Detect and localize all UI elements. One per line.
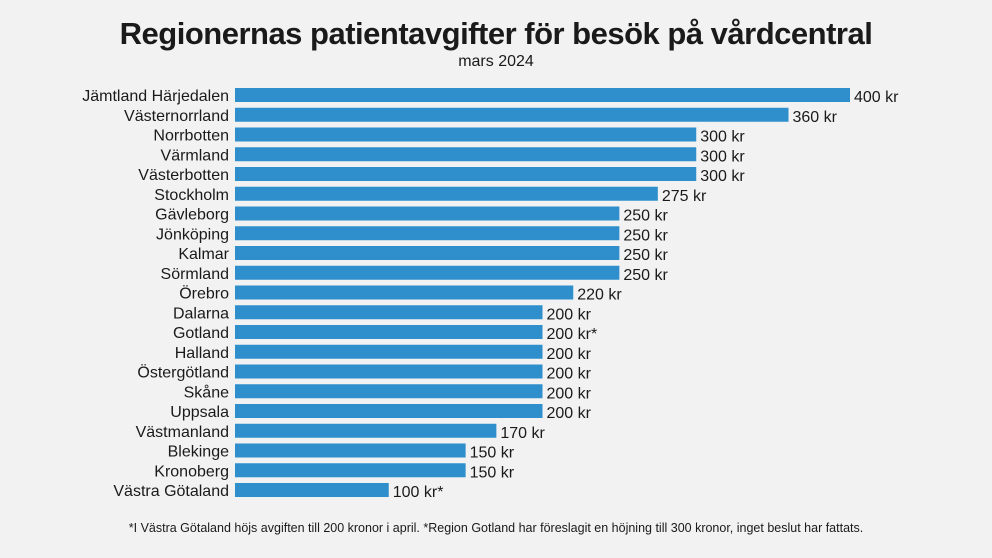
bar — [235, 127, 697, 142]
category-label: Västernorrland — [124, 108, 229, 125]
value-label: 220 kr — [577, 287, 622, 304]
category-label: Uppsala — [170, 404, 229, 421]
category-label: Kronoberg — [154, 463, 229, 480]
category-label: Gävleborg — [155, 207, 229, 224]
value-label: 250 kr — [623, 208, 668, 225]
value-label: 200 kr — [547, 405, 592, 422]
category-label: Västmanland — [136, 424, 229, 441]
value-label: 200 kr — [547, 385, 592, 402]
category-label: Stockholm — [154, 187, 229, 204]
bar — [235, 246, 620, 260]
chart-subtitle: mars 2024 — [458, 53, 534, 70]
bar — [235, 463, 466, 478]
bar — [235, 325, 543, 339]
value-label: 275 kr — [662, 188, 707, 205]
value-label: 150 kr — [470, 464, 515, 481]
category-label: Örebro — [179, 285, 229, 303]
bar — [235, 364, 543, 379]
value-label: 200 kr* — [547, 326, 598, 343]
bar — [235, 186, 658, 201]
category-label: Västra Götaland — [113, 483, 229, 500]
value-label: 300 kr — [700, 168, 745, 185]
category-label: Sörmland — [161, 266, 229, 283]
value-label: 400 kr — [854, 89, 899, 106]
category-label: Kalmar — [178, 246, 229, 263]
bar — [235, 206, 620, 221]
bar — [235, 107, 789, 122]
bar — [235, 305, 543, 320]
category-label: Östergötland — [137, 364, 229, 382]
value-label: 100 kr* — [393, 484, 444, 501]
bar — [235, 384, 543, 399]
value-label: 250 kr — [623, 227, 668, 244]
value-label: 200 kr — [547, 366, 592, 383]
bar — [235, 147, 697, 162]
category-label: Jämtland Härjedalen — [82, 88, 229, 105]
category-label: Norrbotten — [153, 128, 229, 145]
category-label: Halland — [175, 345, 229, 362]
bar — [235, 483, 389, 497]
category-label: Jönköping — [156, 226, 229, 243]
bar — [235, 285, 574, 300]
category-label: Dalarna — [173, 305, 229, 322]
bar — [235, 443, 466, 458]
value-label: 150 kr — [470, 445, 515, 462]
bar-chart: Jämtland Härjedalen 400 kr Västernorrland 3… — [82, 88, 899, 501]
bar — [235, 226, 620, 241]
value-label: 250 kr — [623, 247, 668, 264]
value-label: 200 kr — [547, 306, 592, 323]
category-label: Värmland — [161, 147, 229, 164]
value-label: 300 kr — [700, 129, 745, 146]
category-label: Blekinge — [168, 444, 229, 461]
value-label: 300 kr — [700, 148, 745, 165]
value-label: 250 kr — [623, 267, 668, 284]
category-label: Gotland — [173, 325, 229, 342]
bar — [235, 88, 850, 102]
bar — [235, 404, 543, 418]
category-label: Västerbotten — [138, 167, 229, 184]
chart-title: Regionernas patientavgifter för besök på… — [119, 16, 873, 51]
bar — [235, 167, 697, 181]
category-label: Skåne — [184, 383, 229, 401]
value-label: 170 kr — [500, 425, 545, 442]
bar — [235, 423, 497, 438]
value-label: 360 kr — [793, 109, 838, 126]
bar — [235, 344, 543, 359]
footnote: *I Västra Götaland höjs avgiften till 20… — [128, 521, 864, 535]
value-label: 200 kr — [547, 346, 592, 363]
bar — [235, 265, 620, 280]
